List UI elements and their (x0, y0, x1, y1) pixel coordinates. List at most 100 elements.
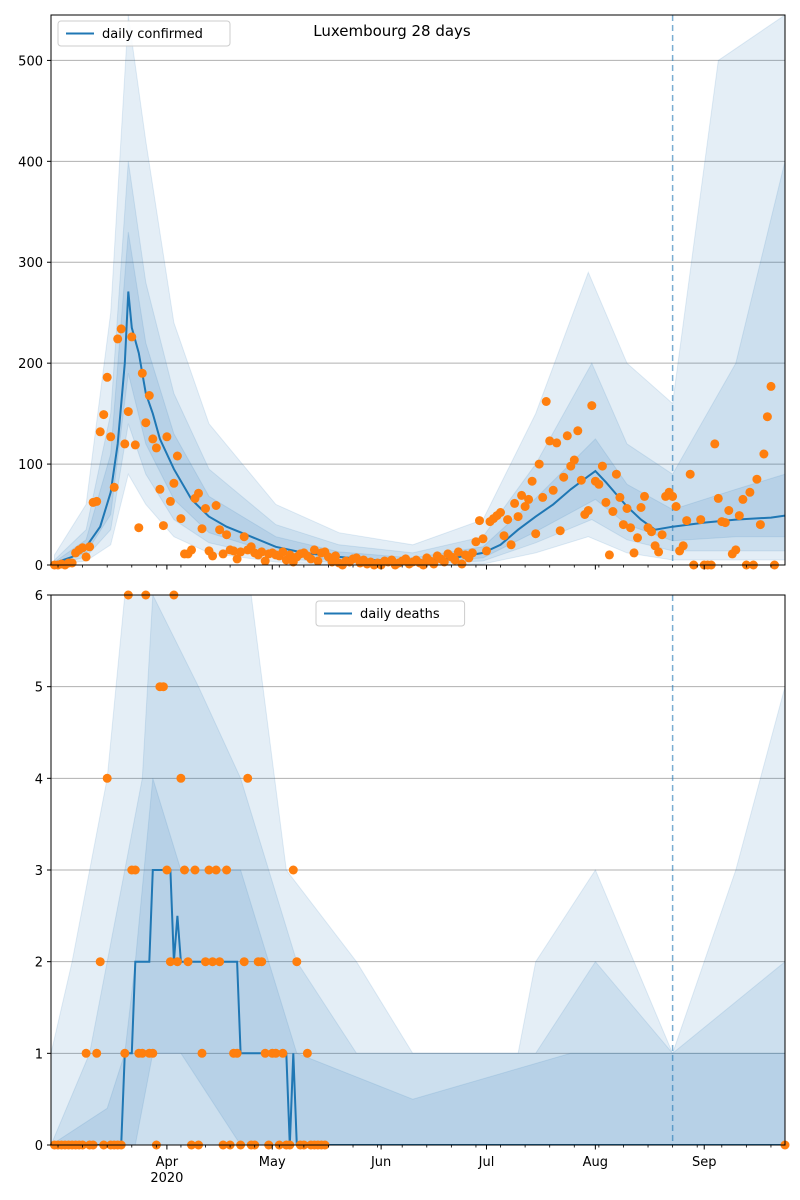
data-point (222, 865, 232, 875)
data-point (541, 397, 551, 406)
legend-label: daily confirmed (102, 27, 203, 42)
legend-label: daily deaths (360, 607, 440, 622)
data-point (239, 957, 249, 967)
data-point (453, 547, 463, 557)
confirmed-chart-panel: 0 100 200 300 400 500 Luxembourg 28 days daily … (18, 14, 786, 574)
data-point (130, 865, 140, 875)
data-point (123, 407, 133, 417)
data-point (615, 492, 625, 502)
data-point (766, 381, 776, 391)
data-point (102, 773, 112, 783)
data-point (302, 1048, 312, 1058)
data-point (524, 494, 534, 504)
data-point (197, 1048, 207, 1058)
data-point (583, 506, 593, 515)
data-point (576, 475, 586, 485)
data-point (503, 515, 513, 525)
data-point (151, 443, 161, 453)
legend-box (315, 600, 466, 627)
data-point (201, 504, 210, 513)
data-point (176, 514, 186, 524)
data-point (657, 530, 667, 540)
data-point (204, 865, 214, 875)
data-point (271, 1048, 281, 1058)
data-point (573, 426, 583, 436)
data-point (629, 548, 639, 558)
y-tick-label: 300 (18, 256, 43, 271)
y-tick-label: 2 (35, 956, 43, 971)
data-point (148, 434, 158, 444)
data-point (236, 547, 246, 557)
x-tick-label: Sep (692, 1155, 717, 1170)
y-tick-label: 1 (35, 1047, 43, 1062)
legend: daily deaths (315, 600, 466, 627)
data-point (531, 529, 541, 539)
data-point (257, 957, 267, 967)
data-point (288, 865, 298, 875)
data-point (738, 494, 748, 504)
y-tick-label: 100 (18, 458, 43, 473)
data-point (109, 482, 119, 492)
data-point (618, 520, 628, 530)
data-point (439, 557, 449, 567)
legend: daily confirmed (57, 20, 231, 47)
data-point (569, 455, 579, 465)
data-point (668, 491, 678, 501)
data-point (622, 504, 632, 513)
data-point (243, 773, 253, 783)
y-tick-label: 4 (35, 772, 43, 787)
data-point (594, 479, 604, 489)
data-point (197, 524, 207, 534)
data-point (120, 1048, 130, 1058)
data-point (510, 498, 520, 508)
data-point (496, 508, 505, 517)
data-point (194, 488, 203, 498)
data-point (78, 543, 88, 553)
data-point (232, 554, 242, 564)
data-point (162, 865, 172, 875)
data-point (499, 531, 509, 541)
data-point (162, 432, 172, 442)
data-point (130, 440, 140, 450)
y-tick-label: 3 (35, 864, 43, 879)
model-line (51, 869, 785, 1145)
data-point (120, 439, 130, 449)
data-point (517, 490, 527, 500)
data-point (752, 474, 762, 484)
data-point (471, 537, 481, 547)
data-point (601, 497, 611, 507)
data-point (450, 555, 460, 565)
data-point (187, 545, 196, 555)
data-point (755, 520, 765, 530)
data-point (475, 516, 484, 526)
data-point (633, 533, 642, 543)
data-point (215, 525, 225, 535)
data-point (506, 540, 516, 550)
data-point (724, 506, 734, 515)
data-point (95, 427, 105, 437)
data-point (116, 324, 126, 334)
x-tick-label: Jul (478, 1155, 495, 1170)
plot-area (51, 15, 785, 565)
data-point (232, 1048, 242, 1058)
data-point (604, 550, 614, 560)
data-point (141, 418, 151, 428)
y-tick-label: 0 (35, 1139, 43, 1154)
data-point (165, 496, 175, 506)
y-tick-label: 400 (18, 155, 43, 170)
data-point (745, 487, 755, 497)
data-point (215, 957, 225, 967)
data-point (85, 542, 95, 552)
data-point (713, 493, 723, 503)
data-point (527, 476, 537, 486)
data-point (155, 484, 165, 494)
data-point (478, 534, 488, 544)
x-tick-label: Aug (583, 1155, 608, 1170)
data-point (208, 551, 218, 561)
data-point (548, 485, 558, 495)
data-point (331, 551, 340, 561)
y-tick-label: 0 (35, 559, 43, 574)
data-point (102, 372, 112, 382)
data-point (611, 469, 621, 479)
